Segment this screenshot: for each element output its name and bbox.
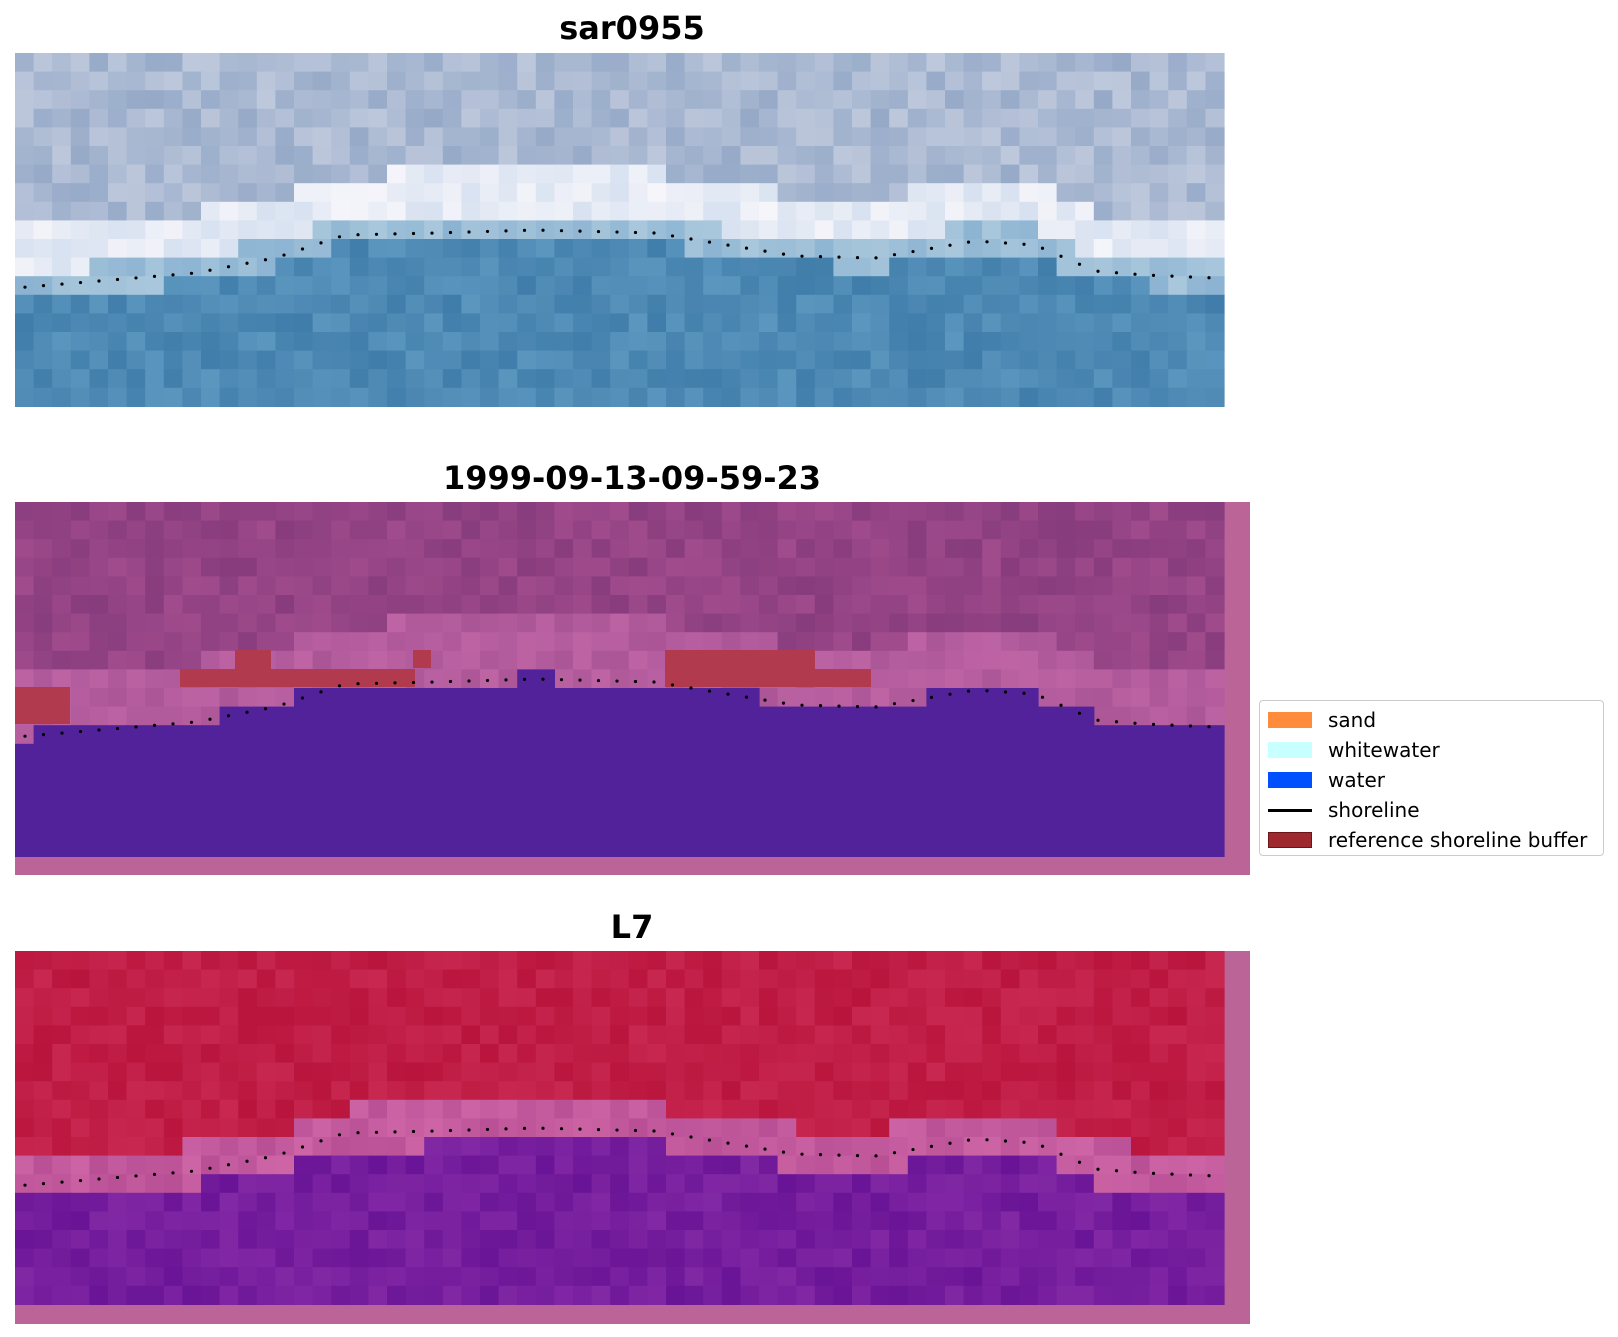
panel-title-classified: 1999-09-13-09-59-23 xyxy=(442,459,822,497)
classified-image xyxy=(15,502,1250,875)
legend-item-water: water xyxy=(1268,765,1595,795)
panel-title-falsecolor: L7 xyxy=(610,908,654,946)
legend-label: whitewater xyxy=(1328,738,1440,762)
legend-label: sand xyxy=(1328,708,1377,732)
legend-label: reference shoreline buffer xyxy=(1328,828,1588,852)
classified-image-panel xyxy=(15,502,1250,875)
sand-swatch xyxy=(1268,712,1312,728)
legend-label: water xyxy=(1328,768,1385,792)
legend-item-reference-buffer: reference shoreline buffer xyxy=(1268,825,1595,855)
rgb-image-panel xyxy=(15,53,1230,408)
falsecolor-image xyxy=(15,951,1250,1324)
water-swatch xyxy=(1268,772,1312,788)
legend-label: shoreline xyxy=(1328,798,1420,822)
legend-item-sand: sand xyxy=(1268,705,1595,735)
legend-item-whitewater: whitewater xyxy=(1268,735,1595,765)
shoreline-swatch xyxy=(1268,802,1312,818)
whitewater-swatch xyxy=(1268,742,1312,758)
panel-title-rgb: sar0955 xyxy=(559,9,705,47)
legend: sand whitewater water shoreline referenc… xyxy=(1259,700,1604,856)
falsecolor-image-panel xyxy=(15,951,1250,1324)
p2-shoreline xyxy=(23,1126,1211,1187)
reference-buffer-swatch xyxy=(1268,832,1312,848)
legend-item-shoreline: shoreline xyxy=(1268,795,1595,825)
p1-shoreline xyxy=(23,677,1211,738)
p0-shoreline xyxy=(23,228,1211,289)
rgb-image xyxy=(15,53,1225,407)
